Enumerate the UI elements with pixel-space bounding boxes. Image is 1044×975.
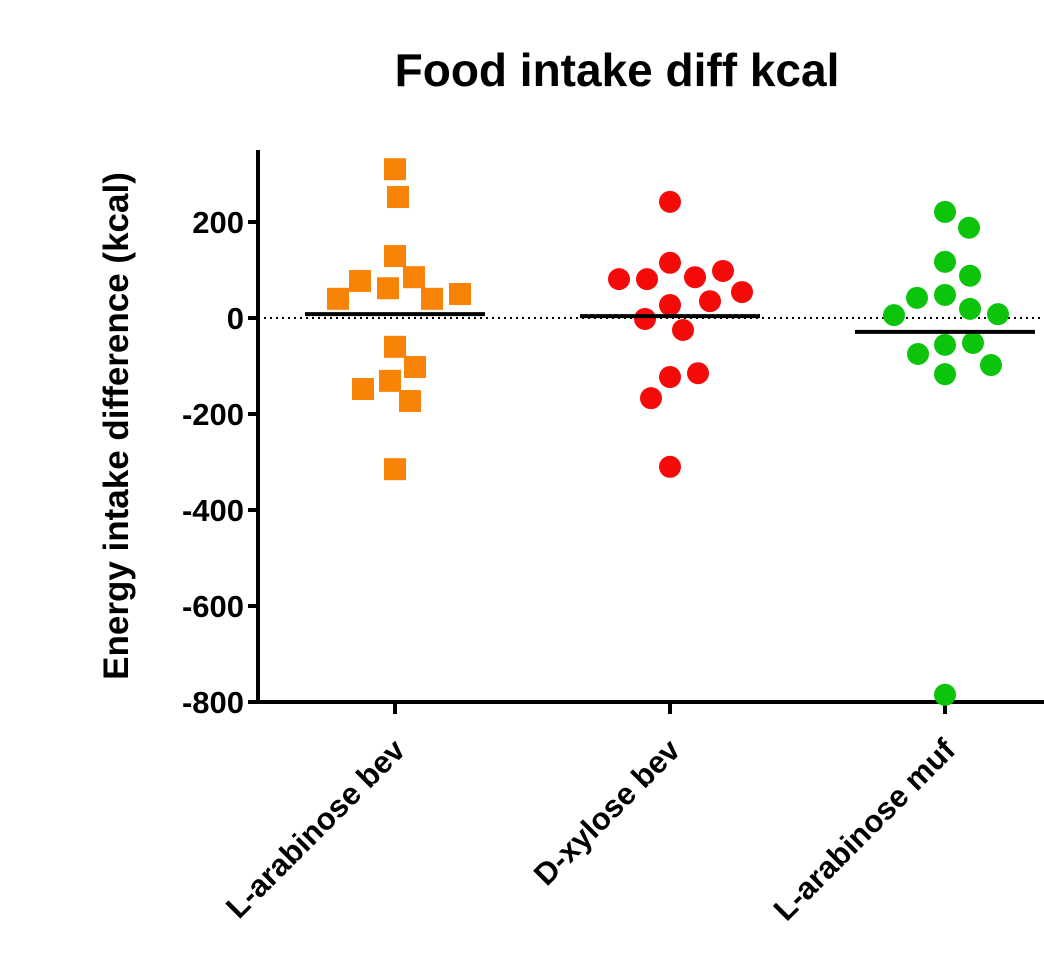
point (384, 245, 406, 268)
point (934, 283, 956, 306)
point (387, 186, 409, 209)
point (958, 216, 980, 239)
point (399, 390, 421, 413)
point (634, 307, 656, 330)
y-tick-label: -600 (182, 589, 244, 624)
y-tick-label: 200 (192, 205, 244, 240)
point (934, 200, 956, 223)
point (712, 259, 734, 282)
chart-title: Food intake diff kcal (395, 44, 840, 96)
point (672, 319, 694, 341)
point (883, 304, 905, 327)
point (659, 294, 681, 317)
point (349, 270, 371, 293)
point (906, 286, 928, 309)
y-tick-label: -200 (182, 397, 244, 432)
point (934, 363, 956, 386)
point (687, 362, 709, 385)
point (934, 333, 956, 356)
point (659, 251, 681, 274)
point (640, 387, 662, 410)
point (379, 369, 401, 392)
y-tick-label: -800 (182, 685, 244, 720)
x-tick-label: D-xylose bev (527, 732, 688, 893)
point (384, 158, 406, 181)
point (608, 268, 630, 291)
y-tick-label: -400 (182, 493, 244, 528)
point (959, 264, 981, 287)
point (934, 683, 956, 706)
point (421, 287, 443, 310)
point (404, 355, 426, 378)
point (699, 290, 721, 313)
y-tick-label: 0 (227, 301, 244, 336)
point (636, 268, 658, 291)
point (377, 277, 399, 300)
point (449, 283, 471, 305)
point (907, 343, 929, 365)
x-tick-label: L-arabinose bev (219, 732, 412, 925)
point (327, 287, 349, 310)
point (659, 366, 681, 389)
point (352, 378, 374, 401)
point (384, 335, 406, 358)
x-tick-label: L-arabinose muf (767, 732, 963, 928)
point (980, 354, 1002, 377)
point (962, 331, 984, 354)
point (384, 458, 406, 481)
point (959, 297, 981, 320)
point (684, 266, 706, 289)
point (987, 303, 1009, 326)
point (934, 250, 956, 273)
point (731, 281, 753, 304)
point (403, 266, 425, 289)
point (659, 455, 681, 478)
y-axis-label: Energy intake difference (kcal) (97, 172, 136, 680)
point (659, 190, 681, 213)
